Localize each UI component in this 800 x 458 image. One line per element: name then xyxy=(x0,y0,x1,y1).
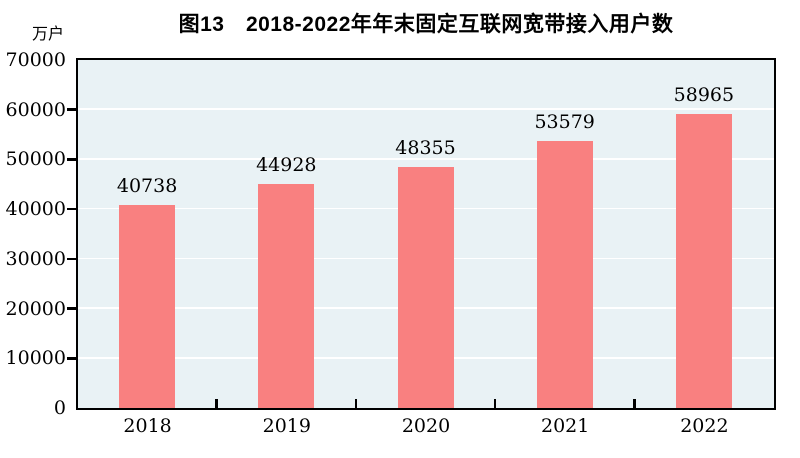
gridline xyxy=(77,108,774,110)
y-axis-tick-mark xyxy=(66,158,76,161)
y-axis-tick-mark xyxy=(66,207,76,211)
y-axis-unit-label: 万户 xyxy=(32,26,65,43)
bar xyxy=(397,167,454,408)
x-axis-label: 2022 xyxy=(680,415,729,437)
y-axis-tick-label: 70000 xyxy=(5,49,66,71)
plot-area: 40738 44928 48355 53579 58965 xyxy=(75,57,776,410)
y-axis-tick-label: 60000 xyxy=(5,98,66,121)
y-axis-tick-mark xyxy=(66,257,76,261)
y-axis-tick-label: 30000 xyxy=(5,247,66,270)
bar-value-label: 40738 xyxy=(116,174,178,197)
x-axis-tick-mark xyxy=(493,398,497,408)
x-axis-tick-mark xyxy=(633,398,636,408)
bar xyxy=(258,184,315,408)
y-axis-tick-label: 0 xyxy=(53,397,66,419)
y-axis-tick-mark xyxy=(66,108,76,111)
bar-value-label: 58965 xyxy=(673,84,735,107)
bar-value-label: 48355 xyxy=(395,137,456,160)
x-axis-tick-mark xyxy=(215,398,218,408)
bar-value-label: 53579 xyxy=(534,111,595,134)
bar xyxy=(119,204,176,408)
y-axis-tick-mark xyxy=(66,307,76,310)
x-axis-tick-mark xyxy=(354,398,358,408)
y-axis-tick-label: 50000 xyxy=(5,148,66,171)
chart-title: 图13 2018-2022年年末固定互联网宽带接入用户数 xyxy=(178,13,674,36)
y-axis-tick-mark xyxy=(66,357,76,360)
x-axis-label: 2021 xyxy=(541,415,590,437)
x-axis-label: 2019 xyxy=(262,415,311,437)
bar xyxy=(536,141,593,408)
x-axis-label: 2020 xyxy=(401,415,451,437)
y-axis-tick-label: 10000 xyxy=(5,347,66,370)
bar xyxy=(675,114,732,408)
y-axis-tick-label: 40000 xyxy=(5,198,66,221)
gridline xyxy=(77,158,774,160)
y-axis-tick-label: 20000 xyxy=(5,297,66,320)
x-axis-label: 2018 xyxy=(123,415,172,437)
bar-value-label: 44928 xyxy=(256,154,317,177)
